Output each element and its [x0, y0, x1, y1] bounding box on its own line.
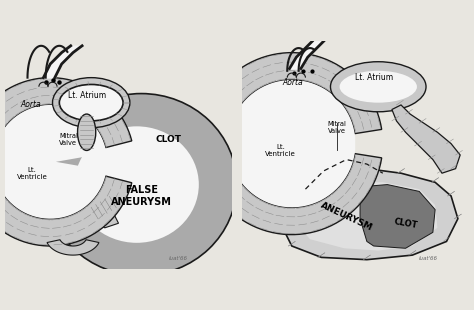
Ellipse shape: [78, 114, 96, 150]
Polygon shape: [296, 182, 438, 250]
Ellipse shape: [339, 71, 417, 103]
Ellipse shape: [46, 94, 237, 276]
Text: CLOT: CLOT: [393, 217, 418, 230]
Polygon shape: [360, 184, 435, 248]
Text: Lt.
Ventricle: Lt. Ventricle: [265, 144, 296, 157]
Polygon shape: [392, 105, 460, 173]
Ellipse shape: [62, 87, 121, 119]
Text: luat'66: luat'66: [169, 256, 188, 261]
Text: Aorta: Aorta: [21, 100, 41, 109]
Polygon shape: [0, 105, 107, 219]
Ellipse shape: [330, 62, 426, 112]
Text: Mitral
Valve: Mitral Valve: [59, 133, 78, 146]
Text: Aorta: Aorta: [283, 78, 303, 87]
Text: luat'66: luat'66: [419, 256, 438, 261]
Ellipse shape: [53, 78, 130, 128]
Polygon shape: [228, 80, 355, 207]
Ellipse shape: [59, 84, 123, 121]
Polygon shape: [89, 201, 118, 228]
Text: ANEURYSM: ANEURYSM: [319, 201, 374, 232]
Polygon shape: [47, 240, 99, 255]
Ellipse shape: [74, 126, 199, 243]
Text: FALSE
ANEURYSM: FALSE ANEURYSM: [111, 185, 172, 207]
Polygon shape: [201, 53, 382, 235]
Text: Lt.
Ventricle: Lt. Ventricle: [17, 167, 47, 180]
Text: CLOT: CLOT: [155, 135, 182, 144]
Polygon shape: [283, 169, 458, 260]
Text: Mitral
Valve: Mitral Valve: [328, 121, 347, 134]
Text: Lt. Atrium: Lt. Atrium: [355, 73, 393, 82]
Polygon shape: [0, 78, 132, 246]
Text: Lt. Atrium: Lt. Atrium: [68, 91, 106, 100]
